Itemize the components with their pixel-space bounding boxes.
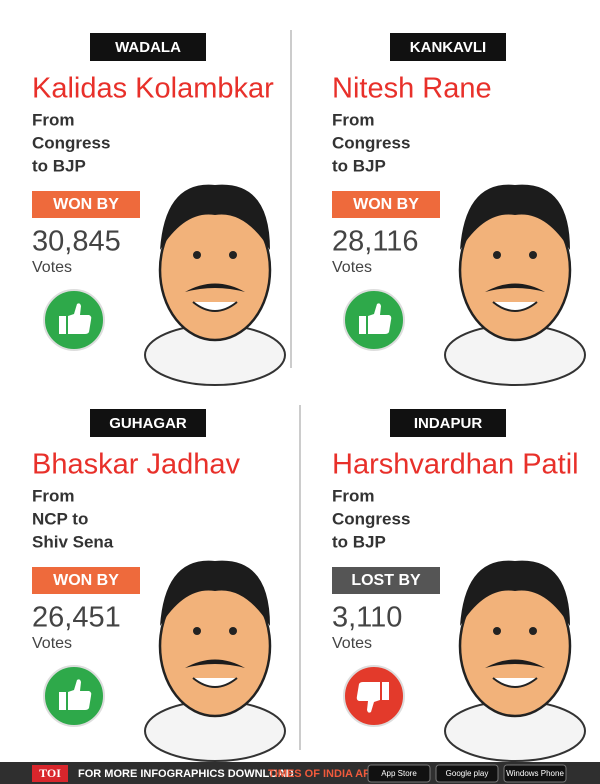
caricature-eye [229,251,237,259]
store-name: Google play [446,769,489,778]
party-switch: to BJP [32,156,86,175]
caricature-moustache [485,283,545,292]
constituency-box [90,33,206,61]
caricature-eye [493,251,501,259]
party-switch: Congress [32,133,110,152]
party-switch: From [332,486,375,505]
panel: GUHAGAR Bhaskar Jadhav From NCP to Shiv Sena… [32,409,286,762]
footer-app: TIMES OF INDIA APP [268,768,378,780]
caricature-hair [160,184,270,250]
caricature-eye [529,627,537,635]
party-switch: From [32,486,75,505]
party-switch: From [332,110,375,129]
panel: INDAPUR Harshvardhan Patil From Congress to … [332,409,586,762]
caricature-mouth [492,301,538,312]
store-badge [435,764,499,783]
thumb [68,679,92,710]
caricature-moustache [485,659,545,668]
thumb-icon [59,303,92,334]
panel: WADALA Kalidas Kolambkar From Congress to BJ… [32,33,286,386]
thumb-cuff [382,682,389,700]
thumb-icon [356,682,389,713]
party-switch: to BJP [332,156,386,175]
footer-logo: TOI [39,766,61,780]
thumb [368,303,392,334]
votes-unit: Votes [32,635,72,652]
caricature-moustache [185,283,245,292]
candidate-name: Nitesh Rane [332,73,492,105]
votes: 26,451 [32,602,121,634]
result: WON BY [53,572,119,589]
thumb-cuff [359,316,366,334]
constituency: WADALA [115,39,181,56]
thumb-cuff [59,316,66,334]
party-switch: From [32,110,75,129]
store-badge [503,764,567,783]
result-badge [332,191,440,218]
result: WON BY [353,196,419,213]
caricature-eye [493,627,501,635]
candidate-name: Kalidas Kolambkar [32,73,274,105]
candidate-name: Harshvardhan Patil [332,449,579,481]
caricature-mouth [492,677,538,688]
votes-unit: Votes [332,259,372,276]
result: LOST BY [351,572,421,589]
caricature-hair [160,560,270,626]
caricature-eye [529,251,537,259]
caricature-mouth [192,677,238,688]
caricature-mouth [192,301,238,312]
result-badge [32,191,140,218]
thumb [68,303,92,334]
candidate-name: Bhaskar Jadhav [32,449,240,481]
store-name: App Store [381,769,417,778]
caricature-hair [460,560,570,626]
result-badge [332,567,440,594]
votes: 28,116 [332,226,419,258]
caricature-eye [229,627,237,635]
caricature-eye [193,251,201,259]
constituency: INDAPUR [414,415,483,432]
caricature-eye [193,627,201,635]
party-switch: to BJP [332,532,386,551]
footer-text: FOR MORE INFOGRAPHICS DOWNLOAD [78,768,294,780]
party-switch: Shiv Sena [32,532,114,551]
caricature-hair [460,184,570,250]
party-switch: NCP to [32,509,88,528]
votes-unit: Votes [32,259,72,276]
constituency: GUHAGAR [109,415,187,432]
panel: KANKAVLI Nitesh Rane From Congress to BJP WON… [332,33,586,386]
votes: 3,110 [332,602,402,634]
thumb-cuff [59,692,66,710]
result: WON BY [53,196,119,213]
thumb-icon [59,679,92,710]
result-badge [32,567,140,594]
caricature-moustache [185,659,245,668]
logo-box [32,765,68,782]
party-switch: Congress [332,133,410,152]
store-badge [367,764,431,783]
thumb-icon [359,303,392,334]
constituency-box [390,33,506,61]
votes: 30,845 [32,226,121,258]
constituency: KANKAVLI [410,39,486,56]
constituency-box [90,409,206,437]
store-name: Windows Phone [506,769,564,778]
constituency-box [390,409,506,437]
party-switch: Congress [332,509,410,528]
thumb [356,682,380,713]
votes-unit: Votes [332,635,372,652]
